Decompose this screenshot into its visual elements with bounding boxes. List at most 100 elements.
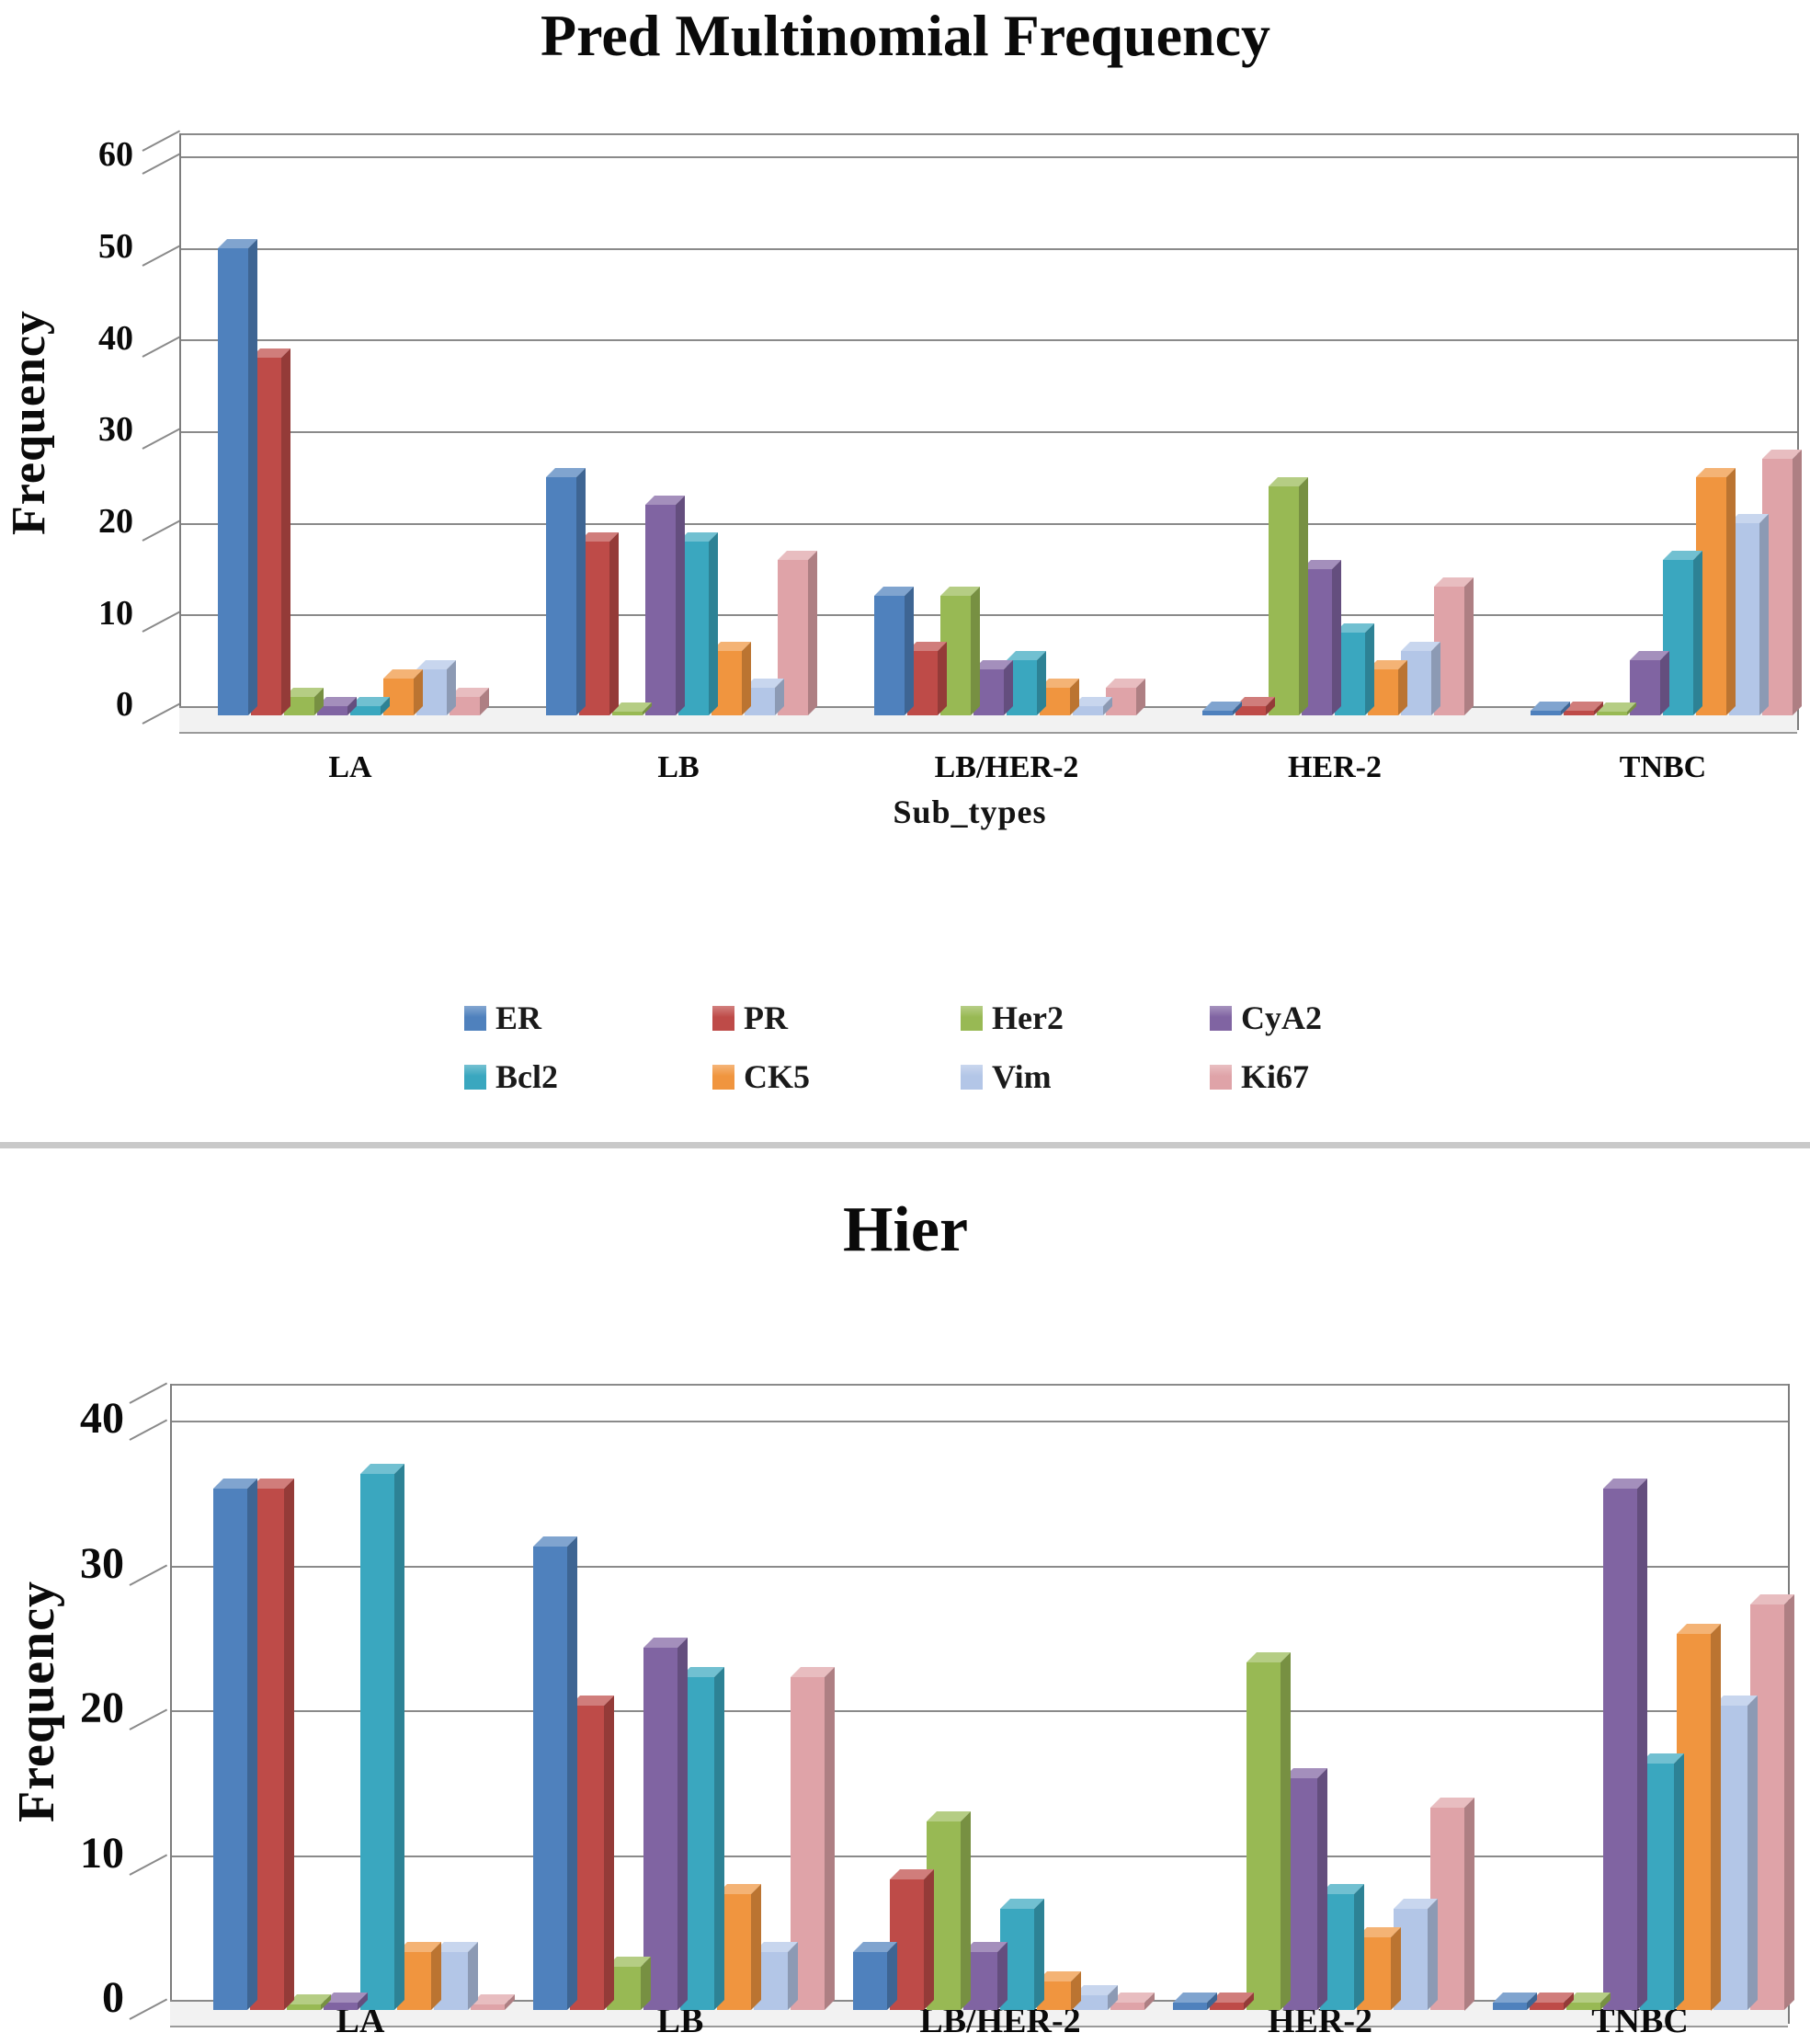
bar-side-face xyxy=(1431,642,1440,715)
legend-item-Bcl2: Bcl2 xyxy=(464,1057,558,1096)
x-category-label-TNBC: TNBC xyxy=(1619,750,1707,784)
bar-side-face xyxy=(676,495,685,715)
tick-mark-y20 xyxy=(129,1708,168,1730)
tick-mark-y60 xyxy=(142,153,181,175)
legend-item-ER: ER xyxy=(464,999,541,1037)
bar-side-face xyxy=(1281,1652,1291,2010)
bar-Ki67-LA xyxy=(471,1993,515,2010)
bar-side-face xyxy=(576,467,586,715)
right-wall-edge xyxy=(1797,133,1799,730)
bar-side-face xyxy=(1674,1753,1684,2010)
bar-Vim-LB/HER-2 xyxy=(1073,697,1112,715)
legend-swatch-Vim xyxy=(961,1064,983,1090)
legend-item-CK5: CK5 xyxy=(712,1057,810,1096)
x-category-label-HER-2: HER-2 xyxy=(1288,750,1382,784)
y-axis-line xyxy=(179,133,181,730)
bar-side-face xyxy=(1747,1696,1758,2010)
bar-PR-TNBC xyxy=(1530,1993,1574,2010)
legend-item-CyA2: CyA2 xyxy=(1210,999,1322,1037)
bar-side-face xyxy=(609,531,619,715)
bar-side-face xyxy=(1365,623,1374,715)
tick-mark-y50 xyxy=(142,245,181,267)
bar-Her2-HER-2 xyxy=(1247,1652,1291,2010)
legend-swatch-CyA2 xyxy=(1210,1005,1232,1031)
bar-Bcl2-LA xyxy=(350,697,390,715)
bar-side-face xyxy=(248,238,257,715)
tick-mark-y0 xyxy=(142,702,181,725)
bar-side-face xyxy=(905,587,914,715)
bar-Bcl2-LA xyxy=(360,1464,404,2010)
legend-label-Her2: Her2 xyxy=(992,999,1064,1036)
bar-side-face xyxy=(447,660,456,715)
bar-side-face xyxy=(1784,1594,1794,2010)
bar-side-face xyxy=(1332,559,1341,715)
tick-mark-y30 xyxy=(129,1564,168,1586)
bar-side-face xyxy=(247,1479,257,2010)
bar-side-face xyxy=(887,1942,897,2010)
bar-side-face xyxy=(1317,1768,1327,2010)
x-category-label-LA: LA xyxy=(328,750,372,784)
bar-side-face xyxy=(1299,476,1308,715)
bar-side-face xyxy=(1034,1898,1044,2010)
bar-Her2-LA xyxy=(287,1993,331,2010)
bar-side-face xyxy=(284,1479,294,2010)
tick-mark-y20 xyxy=(142,520,181,542)
legend-swatch-Bcl2 xyxy=(464,1064,486,1090)
bar-side-face xyxy=(1354,1884,1364,2010)
bar-side-face xyxy=(1711,1623,1721,2010)
y-tick-label: 40 xyxy=(98,318,133,358)
bar-side-face xyxy=(751,1884,761,2010)
bar-side-face xyxy=(808,550,817,715)
bar-side-face xyxy=(924,1869,934,2010)
panel-divider xyxy=(0,1142,1810,1148)
wall-corner-tick xyxy=(142,130,181,152)
tick-mark-y40 xyxy=(142,336,181,359)
bar-Her2-HER-2 xyxy=(1269,476,1308,715)
gridline-y50 xyxy=(179,247,1797,250)
tick-mark-y30 xyxy=(142,428,181,450)
y-tick-label: 60 xyxy=(98,135,133,175)
y-tick-label: 50 xyxy=(98,227,133,267)
bar-side-face xyxy=(788,1942,798,2010)
bar-side-face xyxy=(1793,449,1802,715)
bar-side-face xyxy=(1726,467,1736,715)
wall-top-edge xyxy=(170,1384,1788,1386)
legend-label-CyA2: CyA2 xyxy=(1241,999,1322,1036)
bar-side-face xyxy=(1759,513,1769,715)
bar-side-face xyxy=(961,1811,971,2010)
bar-side-face xyxy=(1660,651,1669,715)
tick-mark-y40 xyxy=(129,1419,168,1441)
bar-ER-TNBC xyxy=(1493,1993,1537,2010)
bar-side-face xyxy=(1464,577,1474,715)
x-axis-title-pred: Sub_types xyxy=(893,794,1047,830)
gridline-y30 xyxy=(179,431,1797,433)
bar-ER-LA xyxy=(213,1479,257,2010)
bar-side-face xyxy=(709,531,718,715)
gridline-y20 xyxy=(170,1710,1788,1712)
y-tick-label: 0 xyxy=(102,1973,124,2023)
bar-side-face xyxy=(1004,660,1013,715)
bar-side-face xyxy=(714,1666,724,2010)
bar-Ki67-LA xyxy=(450,688,489,715)
legend-label-Bcl2: Bcl2 xyxy=(495,1058,558,1095)
y-tick-label: 10 xyxy=(80,1828,124,1878)
y-tick-label: 40 xyxy=(80,1394,124,1444)
bar-ER-HER-2 xyxy=(1173,1993,1217,2010)
legend-item-Vim: Vim xyxy=(961,1057,1052,1096)
legend-swatch-PR xyxy=(712,1005,734,1031)
chart-title-pred: Pred Multinomial Frequency xyxy=(540,3,1271,68)
bar-side-face xyxy=(997,1942,1007,2010)
gridline-y40 xyxy=(179,339,1797,342)
bar-side-face xyxy=(431,1942,441,2010)
bar-side-face xyxy=(1037,651,1046,715)
bar-side-face xyxy=(825,1666,835,2010)
bar-CyA2-TNBC xyxy=(1603,1479,1647,2010)
bar-ER-LB xyxy=(533,1536,577,2010)
wall-top-edge xyxy=(179,133,1797,135)
bar-side-face xyxy=(1398,660,1407,715)
y-axis-line xyxy=(170,1384,172,2024)
gridline-y60 xyxy=(179,156,1797,158)
legend-swatch-ER xyxy=(464,1005,486,1031)
bar-side-face xyxy=(1637,1479,1647,2010)
